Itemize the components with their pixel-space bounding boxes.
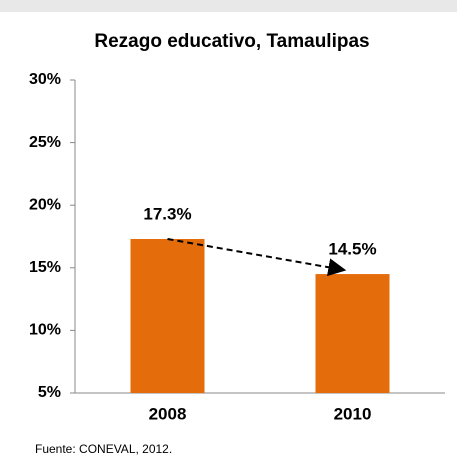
bar: [315, 274, 390, 393]
y-tick-label: 10%: [29, 322, 61, 339]
x-tick-label: 2008: [149, 404, 187, 423]
top-band: [0, 0, 457, 12]
y-tick-label: 5%: [38, 384, 61, 401]
source-note: Fuente: CONEVAL, 2012.: [35, 442, 172, 456]
y-tick-label: 30%: [29, 71, 61, 88]
x-tick-label: 2010: [334, 404, 372, 423]
y-tick-label: 25%: [29, 134, 61, 151]
chart-title: Rezago educativo, Tamaulipas: [94, 31, 369, 52]
value-label: 14.5%: [328, 240, 376, 259]
y-tick-label: 15%: [29, 259, 61, 276]
y-tick-label: 20%: [29, 196, 61, 213]
value-label: 17.3%: [143, 204, 191, 223]
bar: [130, 239, 205, 393]
